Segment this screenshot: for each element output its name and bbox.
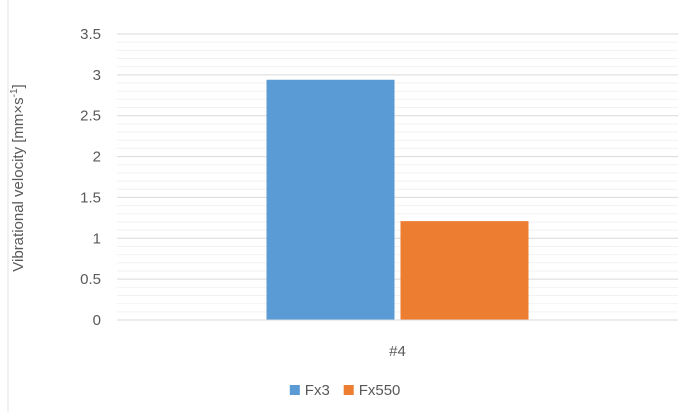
- y-tick-label: 0: [93, 312, 101, 329]
- bar-fx550: [400, 221, 529, 320]
- major-gridlines: [117, 33, 678, 280]
- y-axis-title-end: ]: [10, 84, 27, 88]
- x-axis-tick-labels: #4: [389, 343, 406, 360]
- legend-label-fx550: Fx550: [359, 382, 401, 399]
- minor-gridlines: [117, 41, 678, 313]
- legend-label-fx3: Fx3: [305, 382, 330, 399]
- y-tick-label: 0.5: [80, 271, 101, 288]
- y-axis-tick-labels: 0 0.5 1 1.5 2 2.5 3 3.5: [80, 26, 101, 329]
- legend-swatch-fx550: [343, 385, 354, 395]
- x-tick-label: #4: [389, 343, 406, 360]
- bar-fx3: [266, 79, 395, 320]
- y-tick-label: 2.5: [80, 108, 101, 125]
- legend-swatch-fx3: [289, 385, 300, 395]
- legend: Fx3 Fx550: [289, 382, 401, 399]
- y-tick-label: 2: [93, 149, 101, 166]
- y-tick-label: 1: [93, 230, 101, 247]
- y-tick-label: 3.5: [80, 26, 101, 43]
- bars: [266, 79, 529, 320]
- y-axis-title-superscript: -1: [9, 88, 20, 97]
- y-axis-title: Vibrational velocity [mm×s-1]: [9, 84, 27, 271]
- y-tick-label: 3: [93, 67, 101, 84]
- y-tick-label: 1.5: [80, 189, 101, 206]
- y-axis-title-main: Vibrational velocity [mm×s: [10, 97, 27, 271]
